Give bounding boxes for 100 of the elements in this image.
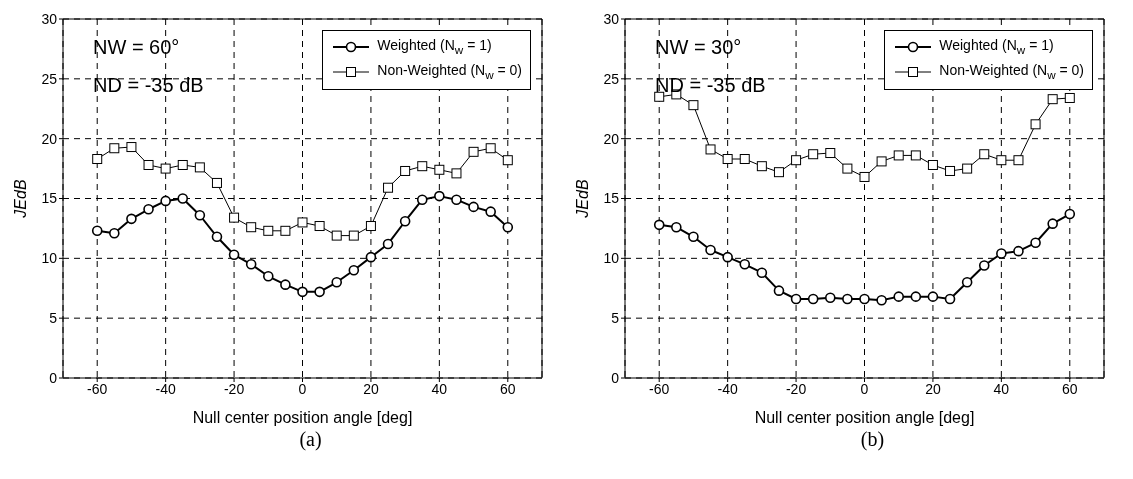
point [945, 165, 956, 176]
point [962, 163, 973, 174]
point [722, 251, 733, 263]
y-tick-label: 20 [603, 130, 620, 147]
point [859, 171, 870, 182]
x-tick-label: -20 [223, 380, 245, 397]
y-tick-label: 30 [41, 10, 58, 27]
y-tick-label: 5 [49, 310, 58, 327]
point [979, 149, 990, 160]
point [910, 150, 921, 161]
point [400, 165, 411, 176]
point [297, 286, 308, 298]
point [177, 159, 188, 170]
point [893, 291, 905, 302]
point [502, 221, 514, 233]
point [143, 159, 154, 170]
point [468, 146, 479, 157]
x-tick-label: -60 [649, 380, 670, 397]
point [859, 293, 870, 305]
point [143, 203, 154, 215]
point [825, 148, 836, 159]
point [246, 222, 257, 233]
point [1064, 92, 1075, 103]
point [416, 194, 428, 205]
x-tick-label: -60 [87, 380, 108, 397]
point [211, 231, 223, 243]
point [739, 154, 750, 165]
y-tick-label: 10 [603, 250, 620, 267]
point [228, 249, 240, 261]
y-tick-label: 15 [41, 190, 58, 207]
point [177, 193, 189, 204]
point [876, 156, 887, 167]
point [773, 167, 784, 178]
point [1064, 208, 1076, 220]
point [808, 149, 819, 160]
x-tick-label: 0 [298, 380, 307, 397]
point [996, 248, 1007, 259]
point [756, 161, 767, 172]
annotation: ND = -35 dB [655, 74, 766, 97]
annotation: ND = -35 dB [93, 74, 204, 97]
point [263, 225, 274, 236]
point [485, 143, 496, 154]
text: (b) [859, 428, 886, 451]
point [348, 265, 360, 276]
point [365, 221, 376, 232]
point [688, 100, 699, 111]
y-tick-label: 25 [603, 70, 620, 87]
x-tick-label: -20 [785, 380, 807, 397]
point [502, 155, 513, 166]
y-axis-title: JEdB [11, 179, 29, 219]
point [245, 259, 257, 270]
point [297, 217, 308, 228]
point [842, 293, 853, 305]
point [262, 270, 274, 282]
point [417, 161, 428, 172]
point [996, 155, 1007, 166]
y-tick-label: 0 [49, 369, 58, 386]
point [876, 294, 887, 306]
x-tick-label: 60 [500, 380, 516, 397]
x-tick-label: -40 [155, 380, 176, 397]
text: (a) [298, 428, 323, 451]
point [160, 195, 171, 207]
x-tick-label: 0 [860, 380, 869, 397]
point [1030, 237, 1041, 249]
y-tick-label: 5 [611, 310, 620, 327]
point [331, 230, 342, 241]
point [434, 190, 445, 202]
point [739, 259, 751, 270]
point [910, 291, 922, 302]
x-tick-label: 60 [1062, 380, 1078, 397]
point [1013, 245, 1024, 257]
x-tick-label: -40 [717, 380, 738, 397]
point [382, 238, 394, 250]
point [211, 177, 222, 188]
point [314, 221, 325, 232]
point [109, 143, 120, 154]
legend-label: Non-Weighted (N$_{w}$ = 0) [377, 60, 522, 83]
y-tick-label: 30 [603, 10, 620, 27]
point [485, 206, 496, 217]
point [365, 251, 377, 263]
point [671, 221, 682, 233]
x-axis-title: Null center position angle [deg] [754, 409, 975, 426]
legend-label: Non-Weighted (N$_{w}$ = 0) [939, 60, 1084, 83]
x-tick-label: 40 [431, 380, 448, 397]
point [280, 279, 291, 290]
point [1013, 155, 1024, 166]
point [194, 209, 206, 221]
point [944, 293, 956, 305]
point [978, 260, 990, 271]
y-tick-label: 20 [41, 130, 58, 147]
point [790, 293, 802, 305]
x-tick-label: 20 [363, 380, 379, 397]
point [468, 201, 479, 213]
point [348, 230, 359, 241]
point [383, 182, 394, 193]
point [705, 144, 716, 155]
point [807, 293, 819, 305]
x-tick-label: 40 [993, 380, 1010, 397]
annotation: NW = 60° [93, 36, 180, 59]
legend-label: Weighted (N$_{w}$ = 1) [377, 36, 492, 58]
